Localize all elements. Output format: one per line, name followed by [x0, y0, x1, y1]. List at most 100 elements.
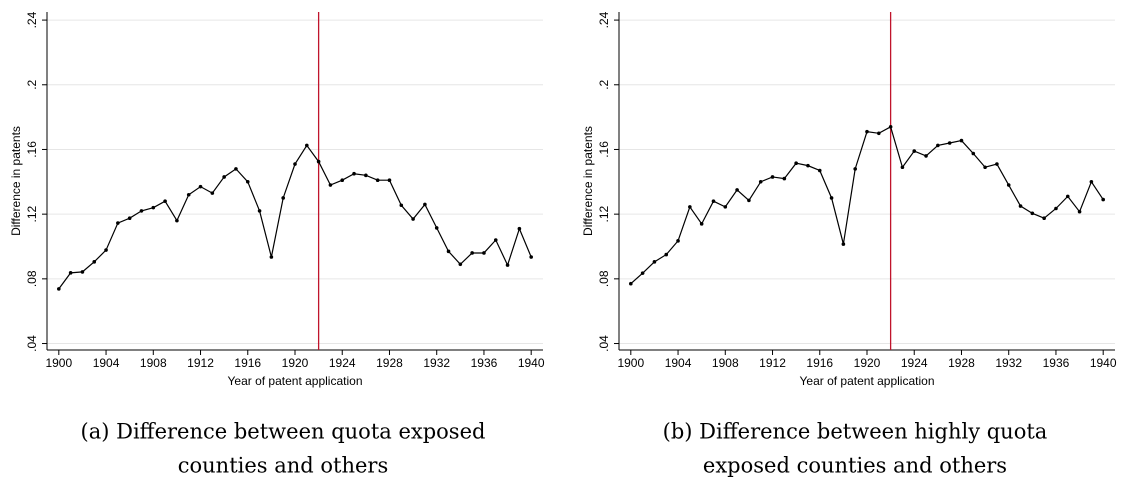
data-point: [411, 217, 415, 221]
data-point: [1065, 194, 1070, 199]
y-tick-label: .16: [25, 141, 39, 158]
y-tick-label: .24: [597, 11, 611, 28]
data-line: [630, 125, 1104, 285]
x-axis-title: Year of patent application: [800, 374, 935, 388]
x-tick-label: 1912: [759, 356, 786, 370]
data-point: [198, 184, 203, 189]
data-point: [104, 248, 108, 252]
data-point: [711, 199, 716, 204]
data-point: [1006, 183, 1011, 187]
x-tick-label: 1900: [45, 356, 72, 370]
data-point: [1018, 204, 1023, 208]
data-point: [1042, 216, 1046, 220]
x-tick-label: 1924: [901, 356, 928, 370]
data-point: [163, 199, 167, 204]
y-tick-label: .04: [597, 335, 611, 352]
data-point: [947, 141, 952, 145]
data-point: [664, 252, 669, 257]
data-point: [116, 221, 120, 225]
data-point: [68, 271, 73, 275]
data-point: [175, 218, 179, 223]
data-point: [817, 168, 822, 173]
data-point: [482, 251, 486, 255]
caption: counties and others: [178, 454, 389, 478]
data-point: [328, 183, 333, 187]
y-axis-title: Difference in patents: [9, 126, 23, 236]
x-tick-label: 1916: [806, 356, 833, 370]
data-point: [782, 176, 787, 181]
data-point: [983, 165, 987, 170]
x-tick-label: 1908: [140, 356, 167, 370]
data-point: [971, 151, 976, 156]
data-point: [1101, 197, 1105, 202]
x-tick-label: 1908: [712, 356, 739, 370]
data-point: [399, 203, 404, 208]
x-tick-label: 1920: [282, 356, 309, 370]
y-tick-label: .08: [597, 270, 611, 287]
data-point: [936, 143, 940, 148]
x-tick-label: 1932: [995, 356, 1022, 370]
caption: (b) Difference between highly quota: [663, 420, 1048, 444]
data-point: [186, 192, 191, 197]
data-point: [770, 175, 775, 179]
data-point: [305, 143, 309, 148]
x-tick-label: 1904: [93, 356, 120, 370]
data-point: [92, 260, 97, 264]
x-tick-label: 1916: [234, 356, 261, 370]
data-point: [1089, 180, 1094, 184]
data-point: [222, 175, 226, 179]
data-point: [293, 162, 297, 166]
x-tick-label: 1940: [1090, 356, 1117, 370]
data-point: [652, 260, 657, 264]
data-point: [245, 180, 250, 184]
x-tick-label: 1924: [329, 356, 356, 370]
data-point: [352, 171, 356, 176]
data-point: [699, 222, 704, 226]
data-point: [151, 205, 156, 210]
data-point: [900, 165, 905, 170]
data-point: [841, 242, 846, 246]
data-point: [364, 173, 368, 178]
data-point: [723, 205, 728, 209]
x-tick-label: 1904: [665, 356, 692, 370]
data-point: [57, 287, 61, 291]
x-tick-label: 1920: [854, 356, 881, 370]
data-point: [747, 198, 751, 203]
data-point: [316, 159, 321, 164]
y-tick-label: .12: [597, 205, 611, 222]
data-point: [458, 262, 463, 267]
data-point: [493, 238, 498, 242]
data-point: [629, 281, 633, 286]
data-point: [387, 178, 392, 182]
data-point: [127, 216, 132, 220]
x-tick-label: 1932: [423, 356, 450, 370]
y-tick-label: .16: [597, 141, 611, 158]
caption: exposed counties and others: [703, 454, 1007, 478]
x-tick-label: 1940: [518, 356, 545, 370]
y-tick-label: .04: [25, 335, 39, 352]
x-tick-label: 1928: [948, 356, 975, 370]
y-tick-label: .12: [25, 205, 39, 222]
y-axis-title: Difference in patents: [581, 126, 595, 236]
x-tick-label: 1900: [617, 356, 644, 370]
data-point: [688, 205, 692, 209]
y-tick-label: .2: [25, 79, 39, 89]
data-point: [877, 131, 881, 136]
data-point: [257, 209, 262, 213]
y-tick-label: .24: [25, 11, 39, 28]
data-point: [995, 162, 999, 166]
x-tick-label: 1928: [376, 356, 403, 370]
data-point: [1054, 206, 1058, 211]
data-point: [794, 161, 798, 166]
x-axis-title: Year of patent application: [228, 374, 363, 388]
data-point: [912, 149, 917, 153]
data-point: [529, 255, 533, 259]
data-point: [505, 263, 510, 267]
data-point: [281, 196, 285, 200]
data-point: [470, 251, 474, 255]
data-point: [888, 125, 893, 129]
data-point: [959, 138, 964, 143]
y-tick-label: .2: [597, 79, 611, 89]
data-point: [829, 196, 834, 200]
